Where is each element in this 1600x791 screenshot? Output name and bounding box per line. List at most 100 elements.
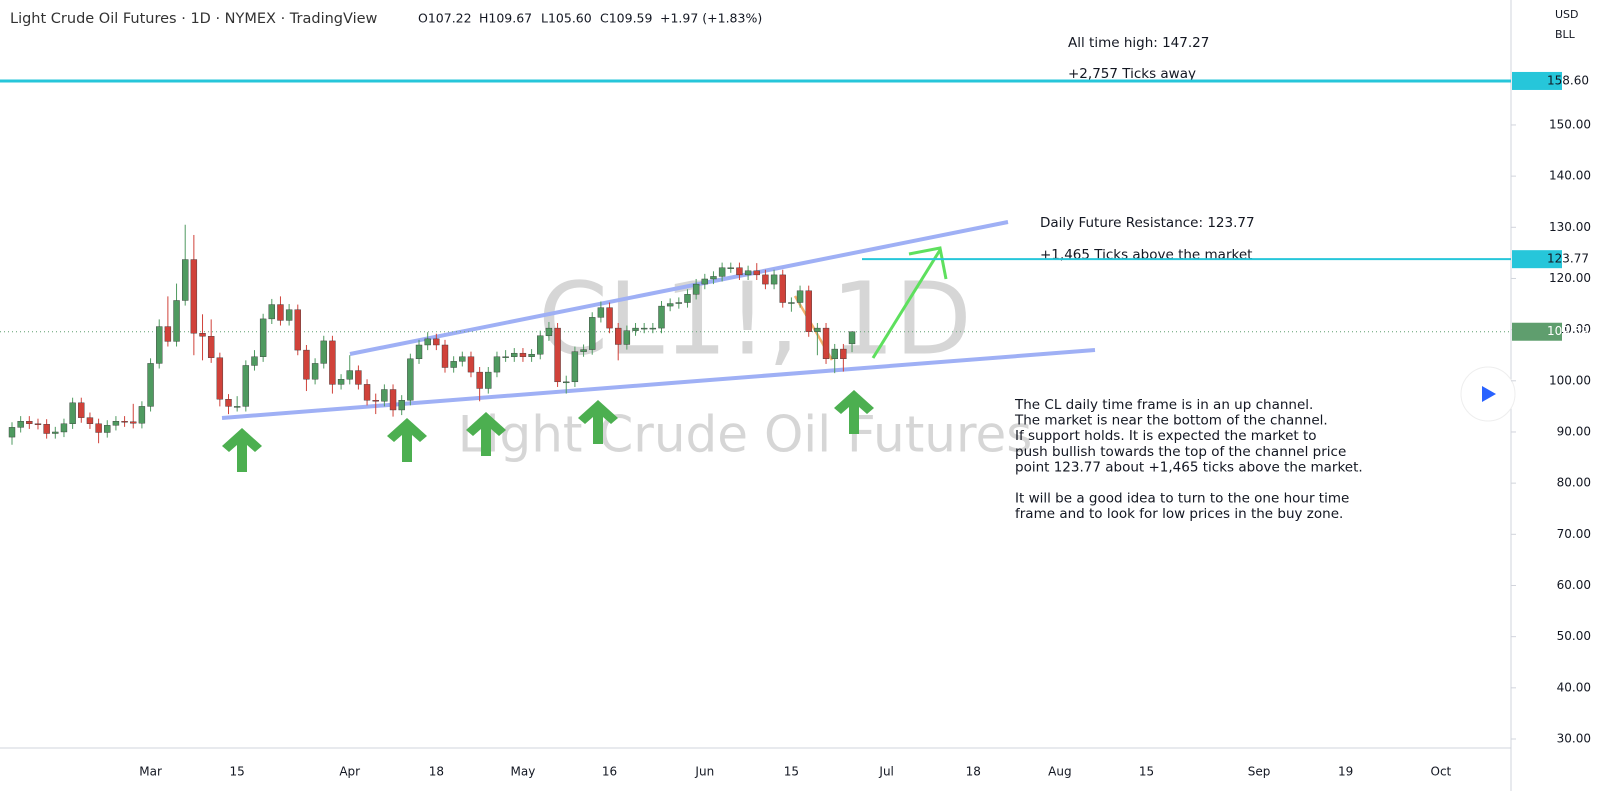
y-tick-label: 140.00 xyxy=(1549,169,1591,183)
candle-body xyxy=(398,400,405,411)
x-tick-label: Sep xyxy=(1248,765,1271,779)
candle-body xyxy=(692,283,700,295)
note-line: The CL daily time frame is in an up chan… xyxy=(1014,397,1313,413)
x-tick-label: 15 xyxy=(230,765,245,779)
candle-body xyxy=(467,356,475,373)
candle-body xyxy=(441,344,449,368)
x-tick-label: Apr xyxy=(339,765,360,779)
candle-body xyxy=(52,431,59,434)
candle-body xyxy=(407,358,414,401)
candle-body xyxy=(710,276,717,280)
replay-icon xyxy=(1482,386,1496,402)
candle-body xyxy=(216,357,224,400)
candle-body xyxy=(580,349,587,352)
candle-body xyxy=(34,423,42,425)
candle-body xyxy=(805,290,812,332)
x-tick-label: 16 xyxy=(602,765,617,779)
candle-body xyxy=(78,402,85,418)
annotation: +2,757 Ticks away xyxy=(1068,66,1196,82)
candle-body xyxy=(666,303,674,307)
candle-body xyxy=(173,300,180,342)
candle-body xyxy=(199,333,206,337)
candle-body xyxy=(207,336,215,358)
candle-body xyxy=(485,371,492,389)
candle-body xyxy=(779,274,786,303)
candle-body xyxy=(277,304,284,321)
note-line: push bullish towards the top of the chan… xyxy=(1015,444,1346,460)
candle-body xyxy=(597,307,605,318)
candle-body xyxy=(753,270,760,276)
candle-body xyxy=(545,327,553,336)
candle-body xyxy=(770,274,778,285)
candle-body xyxy=(363,384,371,401)
x-tick-label: May xyxy=(511,765,536,779)
candle-body xyxy=(606,307,613,329)
candle-body xyxy=(727,267,734,269)
candle-body xyxy=(615,327,622,345)
x-tick-label: Mar xyxy=(139,765,162,779)
candle-body xyxy=(476,371,483,389)
candle-body xyxy=(493,356,501,373)
candle-body xyxy=(831,348,838,360)
candle-body xyxy=(658,305,665,329)
x-tick-label: Jul xyxy=(878,765,893,779)
candle-body xyxy=(840,348,847,360)
y-tick-label: 70.00 xyxy=(1557,527,1591,541)
candle-body xyxy=(17,421,24,428)
candle-body xyxy=(571,351,579,383)
candle-body xyxy=(848,331,856,345)
candle-body xyxy=(563,381,570,384)
candle-body xyxy=(156,326,163,364)
channel-top xyxy=(349,220,1009,356)
candle-body xyxy=(788,302,795,304)
candle-body xyxy=(675,302,683,304)
candle-body xyxy=(8,427,16,438)
candle-body xyxy=(355,370,362,385)
channel-bottom xyxy=(221,348,1096,420)
candle-body xyxy=(381,389,388,402)
candle-body xyxy=(329,340,336,385)
price-label-box xyxy=(1512,71,1562,90)
candle-body xyxy=(649,327,657,330)
annotation: All time high: 147.27 xyxy=(1068,35,1209,51)
candle-body xyxy=(95,423,102,433)
candle-body xyxy=(389,389,397,411)
ohlc-close: C109.59 xyxy=(600,11,653,26)
candle-body xyxy=(130,421,137,424)
candle-body xyxy=(43,424,50,434)
candle-body xyxy=(303,349,310,380)
candle-body xyxy=(684,294,691,303)
candle-body xyxy=(744,270,752,276)
candle-body xyxy=(424,338,431,346)
candle-body xyxy=(190,259,198,334)
candle-body xyxy=(736,267,743,276)
y-tick-label: 150.00 xyxy=(1549,117,1591,131)
annotation: Daily Future Resistance: 123.77 xyxy=(1040,215,1255,231)
x-tick-label: 18 xyxy=(429,765,444,779)
unit: BLL xyxy=(1555,28,1576,41)
ohlc-open: O107.22 xyxy=(418,11,472,26)
note-line: The market is near the bottom of the cha… xyxy=(1014,413,1328,429)
x-tick-label: 19 xyxy=(1338,765,1353,779)
candle-body xyxy=(147,363,154,407)
ohlc-high: H109.67 xyxy=(479,11,532,26)
candle-body xyxy=(632,327,639,331)
candle-body xyxy=(372,400,379,402)
y-tick-label: 120.00 xyxy=(1549,271,1591,285)
y-tick-label: 40.00 xyxy=(1557,680,1591,694)
candle-body xyxy=(511,352,518,357)
y-tick-label: 60.00 xyxy=(1557,578,1591,592)
projection-arrow xyxy=(871,246,948,359)
price-label: 109.59 xyxy=(1547,324,1589,338)
currency: USD xyxy=(1555,8,1579,21)
candle-body xyxy=(233,406,241,408)
candle-body xyxy=(415,344,423,360)
price-label: 123.77 xyxy=(1547,252,1589,266)
price-label: 158.60 xyxy=(1547,73,1589,87)
candle-body xyxy=(502,356,509,358)
watermark-name: Light Crude Oil Futures xyxy=(458,406,1033,464)
candle-body xyxy=(537,335,544,355)
chart-title: Light Crude Oil Futures · 1D · NYMEX · T… xyxy=(10,11,378,27)
candle-body xyxy=(433,338,440,346)
